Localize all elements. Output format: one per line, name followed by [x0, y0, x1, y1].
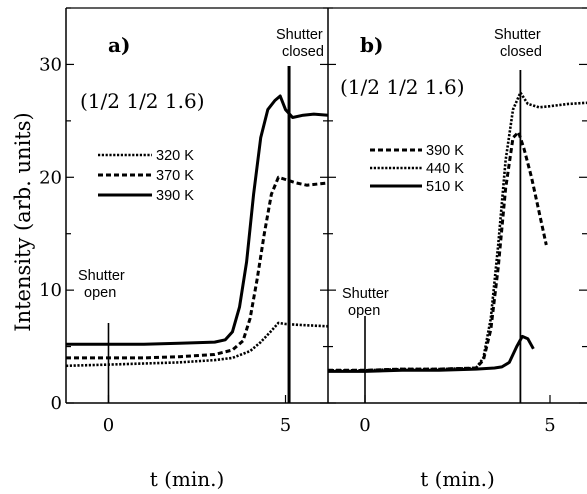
y-tick-label: 0 [51, 393, 62, 414]
panel-b-reflection-label: (1/2 1/2 1.6) [340, 75, 465, 99]
panel-a-legend-entry: 320 K [156, 148, 194, 164]
panel-a-shutter-open-label: Shutter open [78, 268, 125, 301]
panel-b-series-510k [328, 334, 535, 373]
panel-b-shutter-open-label: Shutter open [342, 286, 389, 319]
panel-b-series-440k [328, 91, 587, 372]
panel-a-legend-entry: 370 K [156, 168, 194, 184]
panel-a-reflection-label: (1/2 1/2 1.6) [80, 89, 205, 113]
panel-b: 0 5 t (min.) b) (1/2 1/2 1.6) Shutter open Shut… [327, 7, 587, 491]
panel-a-series-390k [66, 94, 329, 346]
panel-b-x-axis-label: t (min.) [420, 467, 495, 491]
y-tick-label: 30 [39, 54, 62, 75]
panel-a-x-axis-label: t (min.) [150, 467, 225, 491]
y-tick-label: 20 [39, 167, 62, 188]
panel-b-x-tick-label: 5 [544, 415, 555, 436]
panel-b-legend-entry: 510 K [426, 179, 464, 195]
y-tick-label: 10 [39, 280, 62, 301]
panel-b-label: b) [360, 33, 383, 57]
panel-a-label: a) [108, 33, 130, 57]
panel-b-shutter-closed-label: Shutter closed [494, 27, 542, 60]
y-axis-label: Intensity (arb. units) [11, 112, 35, 331]
panel-b-legend-entry: 440 K [426, 161, 464, 177]
panel-b-legend-entry: 390 K [426, 143, 464, 159]
panel-b-series-390k [328, 130, 548, 372]
panel-b-x-tick-label: 0 [359, 415, 370, 436]
panel-a-series-370k [66, 175, 329, 360]
panel-a-shutter-closed-label: Shutter closed [276, 27, 324, 60]
panel-a-series-320k [65, 321, 329, 368]
panel-a-x-tick-label: 5 [280, 415, 291, 436]
panel-a-legend-entry: 390 K [156, 188, 194, 204]
panel-a: 0 10 20 30 0 5 t (min.) a) (1/2 1/2 1.6) Shutter o… [39, 7, 329, 491]
panel-a-x-tick-label: 0 [103, 415, 114, 436]
